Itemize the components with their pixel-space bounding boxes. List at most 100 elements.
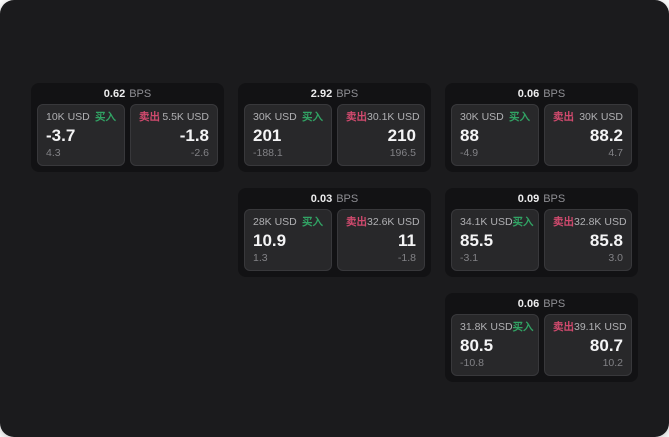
sell-panel[interactable]: 卖出 32.6K USD 11 -1.8 — [337, 209, 425, 271]
buy-tag: 买入 — [509, 111, 530, 123]
buy-price: 10.9 — [253, 230, 287, 250]
sell-top-row: 卖出 32.6K USD — [346, 216, 420, 229]
sell-size-label: 5.5K USD — [162, 111, 209, 123]
sell-top-row: 卖出 30K USD — [553, 111, 623, 124]
bps-header: 0.06 BPS — [451, 293, 632, 314]
sell-tag: 卖出 — [346, 216, 367, 228]
sell-tag: 卖出 — [139, 111, 160, 123]
buy-price: 80.5 — [460, 335, 494, 355]
quote-card: 0.09 BPS 34.1K USD 买入 85.5 -3.1 卖出 32.8K… — [445, 188, 638, 277]
buy-tag: 买入 — [512, 216, 534, 228]
sell-panel[interactable]: 卖出 39.1K USD 80.7 10.2 — [544, 314, 632, 376]
bps-unit: BPS — [129, 87, 152, 100]
sell-size-label: 32.8K USD — [574, 216, 627, 228]
sell-top-row: 卖出 5.5K USD — [139, 111, 209, 124]
buy-size-label: 30K USD — [460, 111, 504, 123]
bps-value: 2.92 — [310, 87, 333, 100]
sell-price: 80.7 — [589, 335, 623, 355]
buy-panel[interactable]: 28K USD 买入 10.9 1.3 — [244, 209, 332, 271]
sell-size-label: 30.1K USD — [367, 111, 420, 123]
sell-delta: -2.6 — [190, 147, 209, 159]
buy-price: 88 — [460, 125, 479, 145]
sell-top-row: 卖出 30.1K USD — [346, 111, 420, 124]
buy-delta: 4.3 — [46, 147, 61, 159]
buy-top-row: 31.8K USD 买入 — [460, 321, 534, 334]
buy-size-label: 34.1K USD — [460, 216, 513, 228]
buy-top-row: 10K USD 买入 — [46, 111, 116, 124]
bps-unit: BPS — [543, 192, 566, 205]
bps-header: 0.06 BPS — [451, 83, 632, 104]
sell-price: 210 — [387, 125, 416, 145]
sell-delta: 10.2 — [602, 357, 623, 369]
buy-size-label: 10K USD — [46, 111, 90, 123]
sell-panel[interactable]: 卖出 32.8K USD 85.8 3.0 — [544, 209, 632, 271]
sell-top-row: 卖出 39.1K USD — [553, 321, 627, 334]
buy-price: -3.7 — [46, 125, 76, 145]
buy-top-row: 30K USD 买入 — [253, 111, 323, 124]
bps-unit: BPS — [543, 297, 566, 310]
sell-delta: 3.0 — [608, 252, 623, 264]
sell-size-label: 39.1K USD — [574, 321, 627, 333]
bps-value: 0.06 — [517, 87, 540, 100]
bps-value: 0.62 — [103, 87, 126, 100]
sell-delta: 196.5 — [389, 147, 416, 159]
sell-tag: 卖出 — [553, 216, 574, 228]
sell-price: 11 — [398, 230, 416, 250]
buy-panel[interactable]: 30K USD 买入 201 -188.1 — [244, 104, 332, 166]
buy-panel[interactable]: 30K USD 买入 88 -4.9 — [451, 104, 539, 166]
bps-header: 2.92 BPS — [244, 83, 425, 104]
sell-panel[interactable]: 卖出 30K USD 88.2 4.7 — [544, 104, 632, 166]
buy-top-row: 34.1K USD 买入 — [460, 216, 534, 229]
sell-delta: 4.7 — [608, 147, 623, 159]
bps-header: 0.62 BPS — [37, 83, 218, 104]
sell-tag: 卖出 — [553, 111, 574, 123]
buy-size-label: 30K USD — [253, 111, 297, 123]
quote-card: 0.62 BPS 10K USD 买入 -3.7 4.3 卖出 5.5K USD — [31, 83, 224, 172]
bps-header: 0.03 BPS — [244, 188, 425, 209]
bps-unit: BPS — [336, 192, 359, 205]
sell-price: 88.2 — [589, 125, 623, 145]
buy-delta: -4.9 — [460, 147, 479, 159]
quote-card: 0.06 BPS 31.8K USD 买入 80.5 -10.8 卖出 39.1… — [445, 293, 638, 382]
buy-tag: 买入 — [302, 111, 323, 123]
bps-unit: BPS — [543, 87, 566, 100]
bps-value: 0.03 — [310, 192, 333, 205]
sell-price: -1.8 — [179, 125, 209, 145]
buy-top-row: 30K USD 买入 — [460, 111, 530, 124]
quote-body: 31.8K USD 买入 80.5 -10.8 卖出 39.1K USD 80.… — [451, 314, 632, 376]
buy-top-row: 28K USD 买入 — [253, 216, 323, 229]
quote-body: 28K USD 买入 10.9 1.3 卖出 32.6K USD 11 -1.8 — [244, 209, 425, 271]
quote-card: 2.92 BPS 30K USD 买入 201 -188.1 卖出 30.1K … — [238, 83, 431, 172]
sell-size-label: 30K USD — [579, 111, 623, 123]
buy-panel[interactable]: 31.8K USD 买入 80.5 -10.8 — [451, 314, 539, 376]
buy-delta: -3.1 — [460, 252, 479, 264]
bps-unit: BPS — [336, 87, 359, 100]
sell-price: 85.8 — [589, 230, 623, 250]
quote-card: 0.06 BPS 30K USD 买入 88 -4.9 卖出 30K USD — [445, 83, 638, 172]
buy-delta: -188.1 — [253, 147, 283, 159]
buy-price: 201 — [253, 125, 282, 145]
buy-panel[interactable]: 34.1K USD 买入 85.5 -3.1 — [451, 209, 539, 271]
buy-tag: 买入 — [512, 321, 534, 333]
sell-delta: -1.8 — [397, 252, 416, 264]
buy-delta: 1.3 — [253, 252, 268, 264]
sell-tag: 卖出 — [553, 321, 574, 333]
sell-tag: 卖出 — [346, 111, 367, 123]
sell-panel[interactable]: 卖出 5.5K USD -1.8 -2.6 — [130, 104, 218, 166]
bps-header: 0.09 BPS — [451, 188, 632, 209]
sell-panel[interactable]: 卖出 30.1K USD 210 196.5 — [337, 104, 425, 166]
buy-tag: 买入 — [302, 216, 323, 228]
buy-tag: 买入 — [95, 111, 116, 123]
bps-value: 0.09 — [517, 192, 540, 205]
quote-body: 10K USD 买入 -3.7 4.3 卖出 5.5K USD -1.8 -2.… — [37, 104, 218, 166]
buy-size-label: 28K USD — [253, 216, 297, 228]
bps-value: 0.06 — [517, 297, 540, 310]
quote-body: 30K USD 买入 88 -4.9 卖出 30K USD 88.2 4.7 — [451, 104, 632, 166]
quote-body: 30K USD 买入 201 -188.1 卖出 30.1K USD 210 1… — [244, 104, 425, 166]
quote-body: 34.1K USD 买入 85.5 -3.1 卖出 32.8K USD 85.8… — [451, 209, 632, 271]
buy-delta: -10.8 — [460, 357, 484, 369]
buy-size-label: 31.8K USD — [460, 321, 513, 333]
quote-card: 0.03 BPS 28K USD 买入 10.9 1.3 卖出 32.6K US… — [238, 188, 431, 277]
buy-panel[interactable]: 10K USD 买入 -3.7 4.3 — [37, 104, 125, 166]
